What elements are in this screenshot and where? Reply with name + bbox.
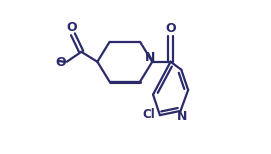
Text: N: N — [177, 110, 187, 123]
Text: N: N — [145, 51, 155, 64]
Text: O: O — [55, 56, 66, 69]
Text: O: O — [67, 21, 78, 34]
Text: Cl: Cl — [142, 108, 155, 121]
Text: O: O — [165, 22, 176, 35]
